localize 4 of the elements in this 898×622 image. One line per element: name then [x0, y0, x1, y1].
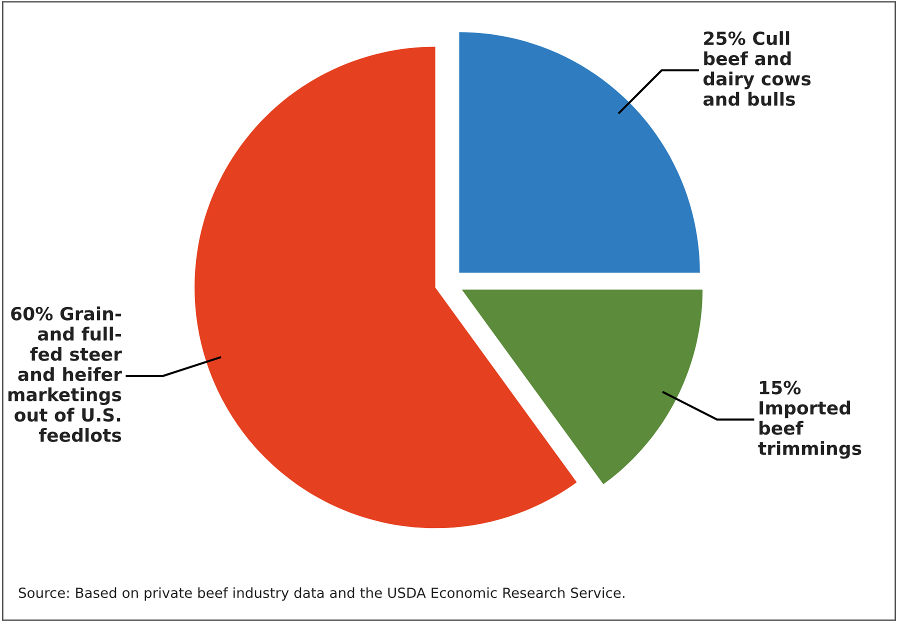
source-note: Source: Based on private beef industry data and the USDA Economic Research Service.: [18, 587, 624, 601]
slice-label: 25% Cull beef and dairy cows and bulls: [703, 31, 811, 106]
slice-label: 60% Grain- and full- fed steer and heifer marketings out of U.S. feedlots: [8, 306, 122, 442]
slice-label: 15% Imported beef trimmings: [758, 380, 862, 459]
